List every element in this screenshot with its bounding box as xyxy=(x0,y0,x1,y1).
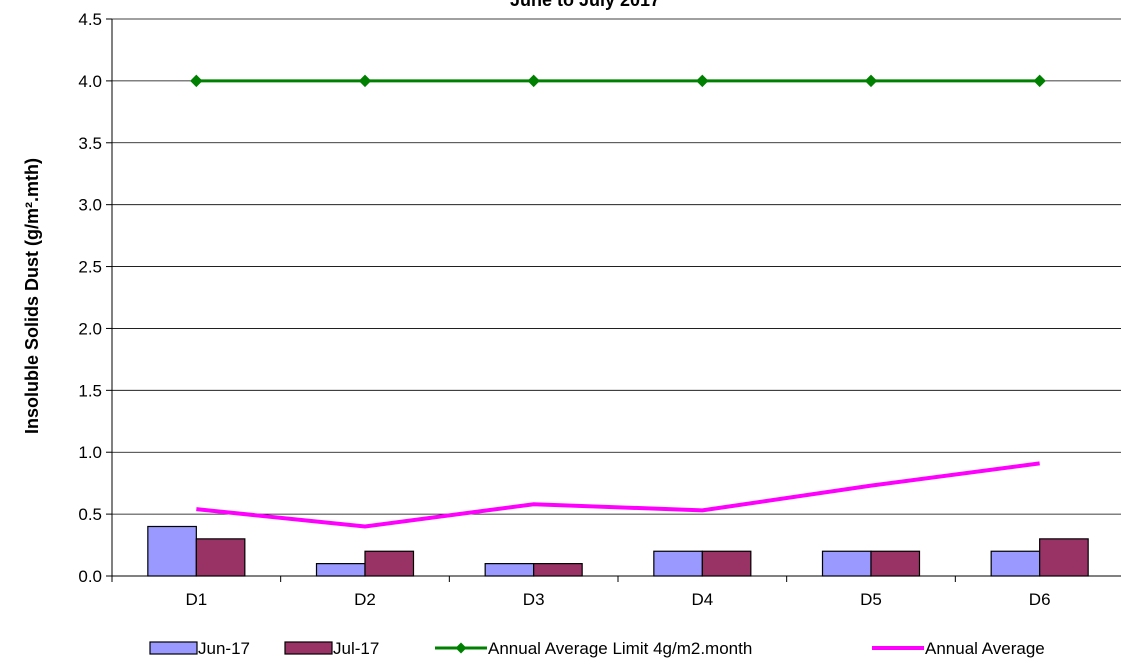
bar-jul-17-d5 xyxy=(870,550,921,577)
legend: Jun-17 Jul-17 Annual Average Limit 4g/m2.m… xyxy=(149,639,1045,658)
bar-jul-17-d1 xyxy=(195,538,246,577)
bar-jul-17-d4 xyxy=(701,550,752,577)
bar-jul-17-d2 xyxy=(364,550,415,577)
bar-jun-17-d3 xyxy=(484,563,535,577)
y-tick-label: 2.0 xyxy=(78,319,102,338)
legend-label-jul-17: Jul-17 xyxy=(333,639,379,658)
bar-jun-17-d6 xyxy=(990,550,1041,577)
point-annual-average-limit-4g-m2-month-d4 xyxy=(696,74,709,88)
legend-swatch-jul-17 xyxy=(284,641,333,655)
legend-item-jun-17: Jun-17 xyxy=(149,639,250,658)
legend-item-jul-17: Jul-17 xyxy=(284,639,379,658)
y-tick-label: 0.0 xyxy=(78,567,102,586)
legend-label-annual-average: Annual Average xyxy=(925,639,1045,658)
line-annual-average xyxy=(196,461,1040,529)
bar-jun-17-d2 xyxy=(315,563,366,577)
legend-swatch-jun-17 xyxy=(149,641,198,655)
x-tick-label-d5: D5 xyxy=(860,590,882,609)
chart-title: June to July 2017 xyxy=(510,0,660,10)
lines-layer xyxy=(190,74,1046,529)
y-tick-label: 1.5 xyxy=(78,381,102,400)
point-annual-average-limit-4g-m2-month-d1 xyxy=(190,74,203,88)
bars-layer xyxy=(147,525,1089,577)
point-annual-average-limit-4g-m2-month-d6 xyxy=(1033,74,1046,88)
bar-jun-17-d1 xyxy=(147,525,197,577)
legend-marker-annual-average-limit-4g-m2-month xyxy=(455,642,467,654)
y-axis-label: Insoluble Solids Dust (g/m².mth) xyxy=(22,158,42,434)
legend-label-annual-average-limit-4g-m2-month: Annual Average Limit 4g/m2.month xyxy=(488,639,752,658)
bar-jul-17-d3 xyxy=(533,563,583,577)
bar-jun-17-d5 xyxy=(821,550,872,577)
y-tick-label: 4.5 xyxy=(78,10,102,29)
legend-label-jun-17: Jun-17 xyxy=(198,639,250,658)
x-tick-label-d6: D6 xyxy=(1029,590,1051,609)
y-tick-label: 1.0 xyxy=(78,443,102,462)
legend-item-annual-average: Annual Average xyxy=(872,639,1045,658)
y-tick-label: 4.0 xyxy=(78,72,102,91)
x-tick-label-d4: D4 xyxy=(691,590,713,609)
y-tick-label: 0.5 xyxy=(78,505,102,524)
x-tick-label-d1: D1 xyxy=(185,590,207,609)
bar-jun-17-d4 xyxy=(653,550,703,577)
point-annual-average-limit-4g-m2-month-d5 xyxy=(864,74,878,88)
x-tick-label-d3: D3 xyxy=(523,590,545,609)
legend-item-annual-average-limit-4g-m2-month: Annual Average Limit 4g/m2.month xyxy=(435,639,752,658)
axes-layer xyxy=(106,18,1121,582)
bar-jul-17-d6 xyxy=(1039,538,1089,577)
point-annual-average-limit-4g-m2-month-d3 xyxy=(527,74,540,88)
y-tick-label: 3.5 xyxy=(78,134,102,153)
ticks-layer: 0.0 0.5 1.0 1.5 2.0 2.5 3.0 3.5 4.0 4.5 D1 D2 D3 D4 D5… xyxy=(78,10,1050,609)
y-tick-label: 2.5 xyxy=(78,258,102,277)
y-tick-label: 3.0 xyxy=(78,196,102,215)
grid-layer xyxy=(112,18,1121,515)
point-annual-average-limit-4g-m2-month-d2 xyxy=(358,74,372,88)
x-tick-label-d2: D2 xyxy=(354,590,376,609)
